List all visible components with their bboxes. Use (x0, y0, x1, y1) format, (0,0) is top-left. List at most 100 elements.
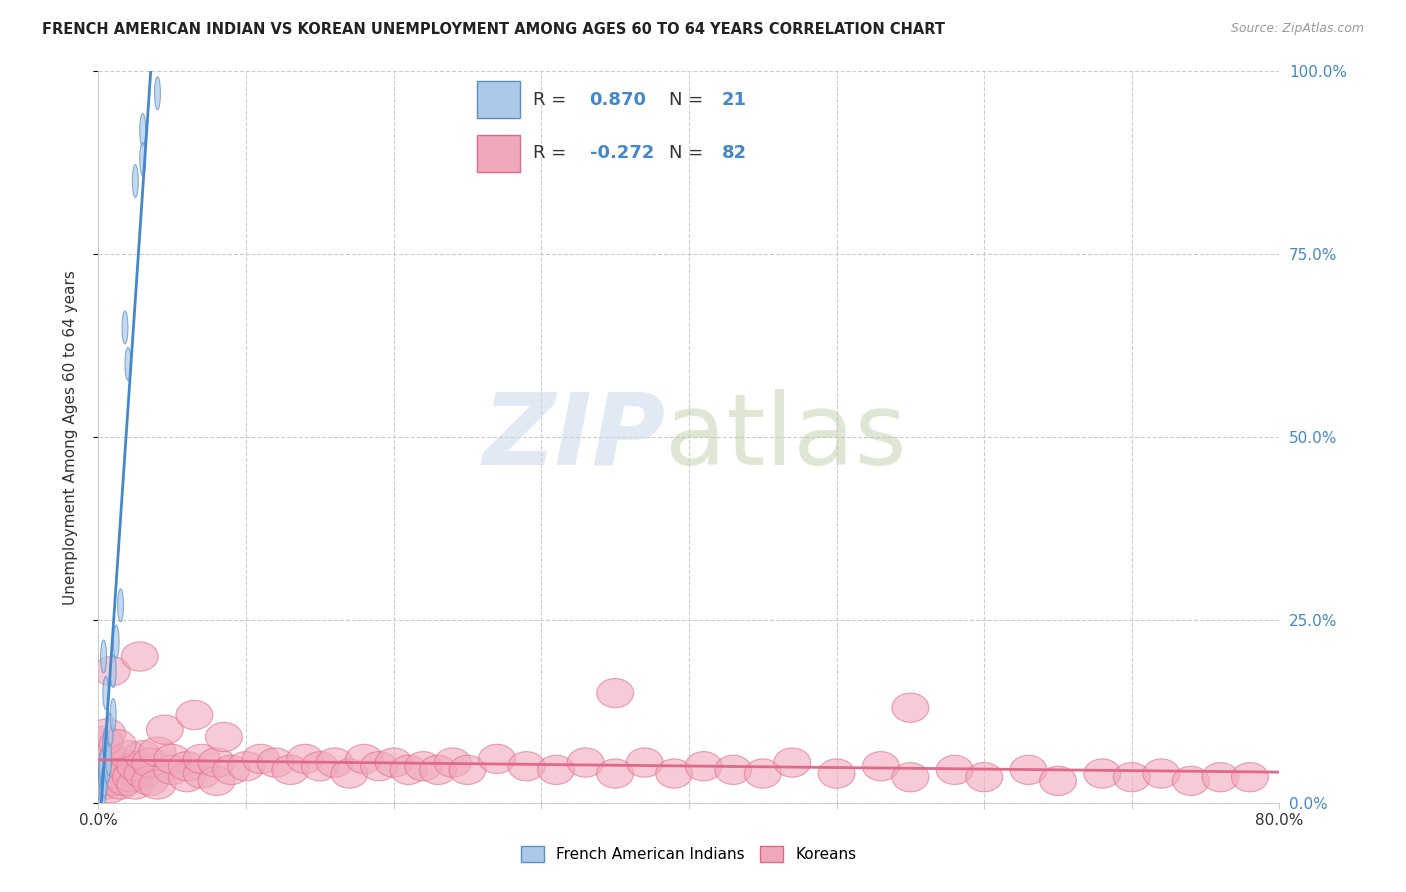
Ellipse shape (1202, 763, 1239, 792)
Text: 82: 82 (721, 145, 747, 162)
Ellipse shape (94, 744, 132, 773)
Text: ZIP: ZIP (482, 389, 665, 485)
Text: R =: R = (533, 145, 572, 162)
Ellipse shape (375, 747, 412, 777)
Ellipse shape (655, 759, 693, 789)
Ellipse shape (94, 766, 132, 796)
Ellipse shape (183, 759, 221, 789)
Ellipse shape (198, 766, 235, 796)
Ellipse shape (107, 766, 143, 796)
Ellipse shape (434, 747, 471, 777)
Ellipse shape (1173, 766, 1209, 796)
Ellipse shape (91, 752, 129, 780)
Ellipse shape (101, 640, 107, 673)
Ellipse shape (101, 764, 107, 797)
Ellipse shape (744, 759, 782, 789)
Ellipse shape (122, 311, 128, 343)
Ellipse shape (1143, 759, 1180, 789)
Ellipse shape (449, 756, 486, 785)
Ellipse shape (169, 763, 205, 792)
Ellipse shape (100, 750, 105, 782)
Ellipse shape (146, 715, 183, 744)
Ellipse shape (1232, 763, 1268, 792)
Text: N =: N = (669, 145, 709, 162)
Ellipse shape (537, 756, 575, 785)
Ellipse shape (87, 759, 124, 789)
Ellipse shape (139, 113, 146, 146)
Ellipse shape (567, 747, 605, 777)
Ellipse shape (110, 740, 146, 770)
Ellipse shape (330, 759, 368, 789)
Ellipse shape (97, 759, 135, 789)
Ellipse shape (626, 747, 664, 777)
Ellipse shape (139, 770, 176, 799)
Ellipse shape (596, 759, 634, 789)
Ellipse shape (1114, 763, 1150, 792)
Ellipse shape (966, 763, 1002, 792)
Text: N =: N = (669, 91, 709, 109)
Ellipse shape (90, 763, 127, 792)
Ellipse shape (139, 143, 146, 176)
Ellipse shape (125, 348, 131, 380)
Ellipse shape (271, 756, 309, 785)
Ellipse shape (97, 772, 104, 805)
Ellipse shape (103, 747, 139, 777)
Bar (477, 135, 520, 171)
Ellipse shape (103, 677, 108, 709)
Ellipse shape (100, 730, 136, 759)
Ellipse shape (169, 752, 205, 780)
Text: 21: 21 (721, 91, 747, 109)
Ellipse shape (1010, 756, 1047, 785)
Ellipse shape (86, 726, 122, 756)
Ellipse shape (121, 642, 159, 671)
Y-axis label: Unemployment Among Ages 60 to 64 years: Unemployment Among Ages 60 to 64 years (63, 269, 77, 605)
Ellipse shape (117, 770, 153, 799)
Ellipse shape (176, 700, 212, 730)
Ellipse shape (346, 744, 382, 773)
Ellipse shape (139, 737, 176, 766)
Ellipse shape (287, 744, 323, 773)
Text: atlas: atlas (665, 389, 907, 485)
Text: 0.870: 0.870 (589, 91, 647, 109)
Legend: French American Indians, Koreans: French American Indians, Koreans (515, 840, 863, 868)
Ellipse shape (112, 625, 120, 658)
Ellipse shape (714, 756, 752, 785)
Ellipse shape (301, 752, 339, 780)
Ellipse shape (110, 756, 146, 785)
Ellipse shape (153, 756, 191, 785)
Ellipse shape (110, 655, 117, 688)
Ellipse shape (98, 757, 104, 790)
Ellipse shape (1084, 759, 1121, 789)
Ellipse shape (862, 752, 900, 780)
Ellipse shape (212, 756, 250, 785)
Ellipse shape (132, 766, 169, 796)
Text: R =: R = (533, 91, 572, 109)
Ellipse shape (419, 756, 457, 785)
Ellipse shape (117, 752, 153, 780)
Ellipse shape (891, 763, 929, 792)
Ellipse shape (198, 747, 235, 777)
Ellipse shape (89, 719, 125, 747)
Ellipse shape (124, 740, 162, 770)
Ellipse shape (110, 698, 117, 731)
Ellipse shape (100, 775, 105, 808)
Ellipse shape (93, 657, 131, 686)
Ellipse shape (360, 752, 398, 780)
Ellipse shape (478, 744, 516, 773)
Ellipse shape (118, 589, 124, 622)
Ellipse shape (103, 728, 108, 761)
Ellipse shape (104, 750, 110, 782)
Ellipse shape (84, 766, 121, 796)
Ellipse shape (112, 763, 149, 792)
Ellipse shape (103, 770, 139, 799)
Text: -0.272: -0.272 (589, 145, 654, 162)
Ellipse shape (205, 723, 242, 752)
Ellipse shape (155, 77, 160, 110)
Ellipse shape (405, 752, 441, 780)
Text: Source: ZipAtlas.com: Source: ZipAtlas.com (1230, 22, 1364, 36)
Ellipse shape (153, 744, 191, 773)
Ellipse shape (124, 759, 162, 789)
Ellipse shape (389, 756, 427, 785)
Ellipse shape (508, 752, 546, 780)
Ellipse shape (773, 747, 811, 777)
